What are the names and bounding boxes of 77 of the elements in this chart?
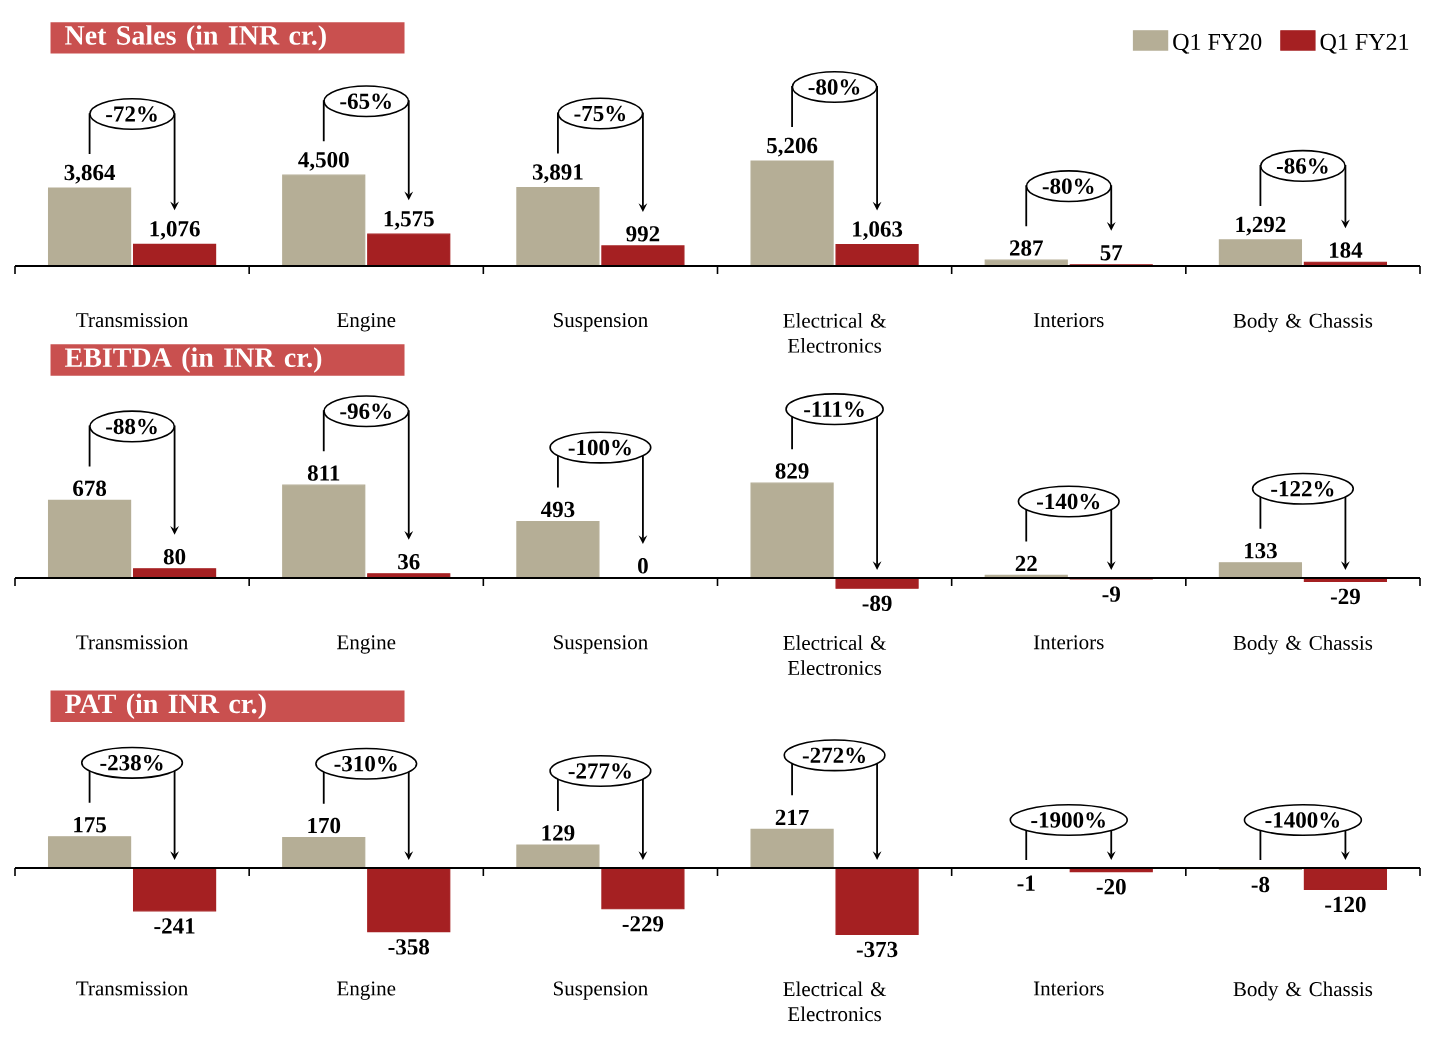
x-tick-label: Body & Chassis [1233, 635, 1373, 655]
x-tick-label: Electrical & Electronics [783, 981, 887, 1022]
data-label: -20 [1096, 878, 1126, 895]
text: -1400% [1265, 812, 1340, 828]
text: -80% [808, 79, 860, 95]
data-label: 992 [626, 226, 660, 242]
data-label: 184 [1330, 242, 1363, 258]
x-tick-label: Suspension [553, 313, 648, 332]
data-label: 811 [307, 465, 340, 481]
data-label: 57 [1100, 245, 1123, 261]
data-label: 1,076 [150, 221, 200, 240]
chart-title: EBITDA (in INR cr.) [64, 347, 322, 373]
data-label: 829 [775, 463, 809, 479]
chart-title: PAT (in INR cr.) [64, 693, 266, 719]
data-label: -89 [862, 595, 892, 612]
data-label: 493 [540, 501, 575, 518]
data-label: -8 [1251, 876, 1270, 893]
text: -238% [100, 755, 163, 771]
data-label: -373 [856, 941, 898, 958]
data-label: -120 [1325, 896, 1366, 913]
x-tick-label: Suspension [553, 635, 648, 654]
x-tick-label: Body & Chassis [1233, 981, 1373, 1001]
data-label: 1,292 [1236, 216, 1286, 236]
data-label: 80 [163, 548, 186, 565]
data-label: -9 [1102, 586, 1120, 602]
text: -75% [574, 105, 626, 122]
data-label: 217 [775, 809, 809, 825]
data-label: 678 [73, 480, 107, 497]
text: -100% [568, 439, 631, 456]
data-label: -241 [154, 918, 195, 934]
x-tick-label: Body & Chassis [1233, 313, 1373, 333]
data-label: 4,500 [298, 151, 349, 171]
data-label: 0 [638, 558, 648, 574]
text: -65% [340, 93, 391, 110]
data-label: 1,575 [384, 211, 434, 230]
data-label: 175 [74, 817, 106, 833]
data-label: 3,891 [532, 164, 583, 184]
text: -1900% [1031, 812, 1105, 828]
x-tick-label: Electrical & Electronics [783, 313, 887, 353]
x-tick-label: Interiors [1033, 981, 1104, 996]
text: -310% [334, 755, 397, 772]
text: -272% [802, 747, 865, 764]
text: -277% [568, 763, 631, 779]
data-label: 133 [1245, 542, 1277, 559]
data-label: 3,864 [64, 164, 116, 184]
text: -111% [804, 401, 864, 417]
legend-label: Q1 FY20 [1173, 33, 1262, 54]
data-label: -29 [1330, 588, 1360, 605]
x-tick-label: Transmission [76, 981, 188, 996]
annotation: -86% [1276, 158, 1328, 174]
text: -96% [340, 403, 391, 420]
x-tick-label: Engine [337, 635, 396, 654]
x-tick-label: Electrical & Electronics [783, 635, 887, 676]
x-tick-label: Transmission [76, 635, 188, 650]
data-label: 287 [1009, 240, 1043, 256]
data-label: 5,206 [767, 137, 818, 157]
data-label: 36 [398, 554, 420, 570]
x-tick-label: Interiors [1033, 313, 1104, 328]
x-tick-label: Transmission [76, 313, 188, 328]
data-label: -229 [622, 916, 664, 932]
annotation: -140% [1037, 493, 1100, 510]
text: -88% [106, 418, 157, 435]
data-label: 129 [542, 825, 575, 841]
data-label: 1,063 [853, 221, 903, 241]
x-tick-label: Suspension [553, 981, 648, 1000]
x-tick-label: Engine [337, 313, 396, 332]
annotation: -80% [1042, 178, 1094, 194]
data-label: 22 [1015, 555, 1037, 572]
chart-title: Net Sales (in INR cr.) [65, 25, 326, 51]
x-tick-label: Engine [337, 981, 396, 1000]
annotation: -122% [1271, 480, 1334, 497]
legend-label: Q1 FY21 [1320, 33, 1409, 54]
text: -72% [106, 106, 157, 122]
x-tick-label: Interiors [1033, 635, 1104, 650]
data-label: -358 [388, 939, 430, 955]
data-label: -1 [1017, 875, 1035, 891]
data-label: 170 [308, 817, 341, 834]
